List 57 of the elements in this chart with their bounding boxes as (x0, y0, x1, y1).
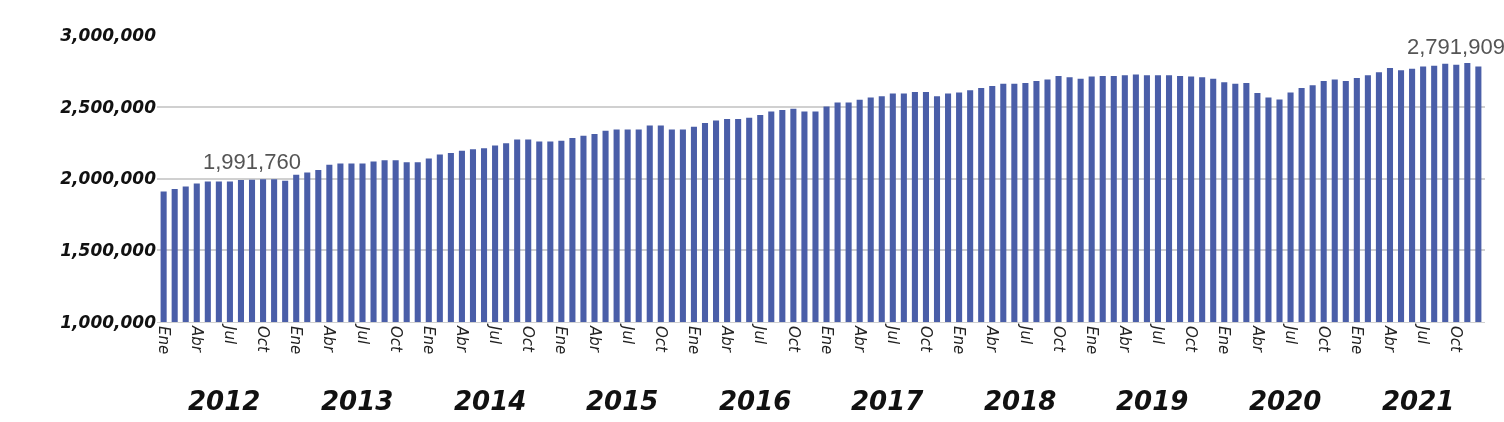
y-tick-label: 2,000,000 (60, 168, 157, 189)
x-tick-label: Jul (221, 323, 240, 345)
x-tick-label: Ene (287, 326, 306, 355)
x-tick-label: Oct (784, 326, 803, 354)
x-tick-label: Oct (917, 326, 936, 354)
x-tick-label: Abr (1115, 325, 1134, 353)
text: 2020 (1249, 386, 1322, 416)
x-tick-label: Oct (254, 326, 273, 354)
x-tick-label: Jul (883, 323, 902, 345)
x-tick-label: Jul (1414, 323, 1433, 345)
x-tick-label: Ene (419, 326, 438, 355)
x-tick-label: Abr (453, 325, 472, 353)
x-tick-label: Abr (1248, 325, 1267, 353)
x-tick-label: Oct (386, 326, 405, 354)
x-tick-label: Ene (552, 326, 571, 355)
x-tick-label: Oct (1049, 326, 1068, 354)
x-tick-label: Ene (817, 326, 836, 355)
x-tick-label: Ene (950, 326, 969, 355)
y-tick-label: 1,000,000 (60, 311, 157, 332)
text: 2016 (719, 386, 792, 416)
x-tick-label: Ene (1082, 326, 1101, 355)
text: 2014 (454, 386, 527, 416)
x-tick-label: Oct (1314, 326, 1333, 354)
text: 2019 (1116, 386, 1189, 416)
text: 2012 (188, 386, 261, 416)
text: 2018 (984, 386, 1057, 416)
text: 2021 (1382, 386, 1455, 416)
x-tick-label: Jul (751, 323, 770, 345)
y-tick-label: 1,500,000 (60, 240, 157, 261)
y-tick-label: 3,000,000 (60, 24, 157, 45)
x-tick-label: Jul (1281, 323, 1300, 345)
text: 2015 (586, 386, 659, 416)
x-tick-label: Ene (685, 326, 704, 355)
x-tick-label: Oct (1182, 326, 1201, 354)
text: 2013 (321, 386, 394, 416)
x-tick-label: Oct (651, 326, 670, 354)
x-tick-label: Jul (1149, 323, 1168, 345)
text: 2017 (851, 386, 925, 416)
data-label: 2,791,909 (1407, 34, 1504, 59)
x-tick-label: Jul (353, 323, 372, 345)
x-tick-label: Abr (1381, 325, 1400, 353)
x-tick-label: Jul (486, 323, 505, 345)
x-tick-label: Ene (154, 326, 173, 355)
x-tick-label: Oct (519, 326, 538, 354)
x-tick-label: Abr (585, 325, 604, 353)
x-tick-label: Oct (1447, 326, 1466, 354)
data-label: 1,991,760 (203, 149, 301, 174)
x-tick-label: Jul (1016, 323, 1035, 345)
x-tick-label: Abr (983, 325, 1002, 353)
x-tick-label: Ene (1347, 326, 1366, 355)
x-tick-label: Abr (320, 325, 339, 353)
x-tick-label: Abr (718, 325, 737, 353)
x-tick-label: Jul (618, 323, 637, 345)
x-tick-label: Abr (850, 325, 869, 353)
y-tick-label: 2,500,000 (60, 96, 157, 117)
x-tick-label: Ene (1215, 326, 1234, 355)
x-tick-label: Abr (187, 325, 206, 353)
